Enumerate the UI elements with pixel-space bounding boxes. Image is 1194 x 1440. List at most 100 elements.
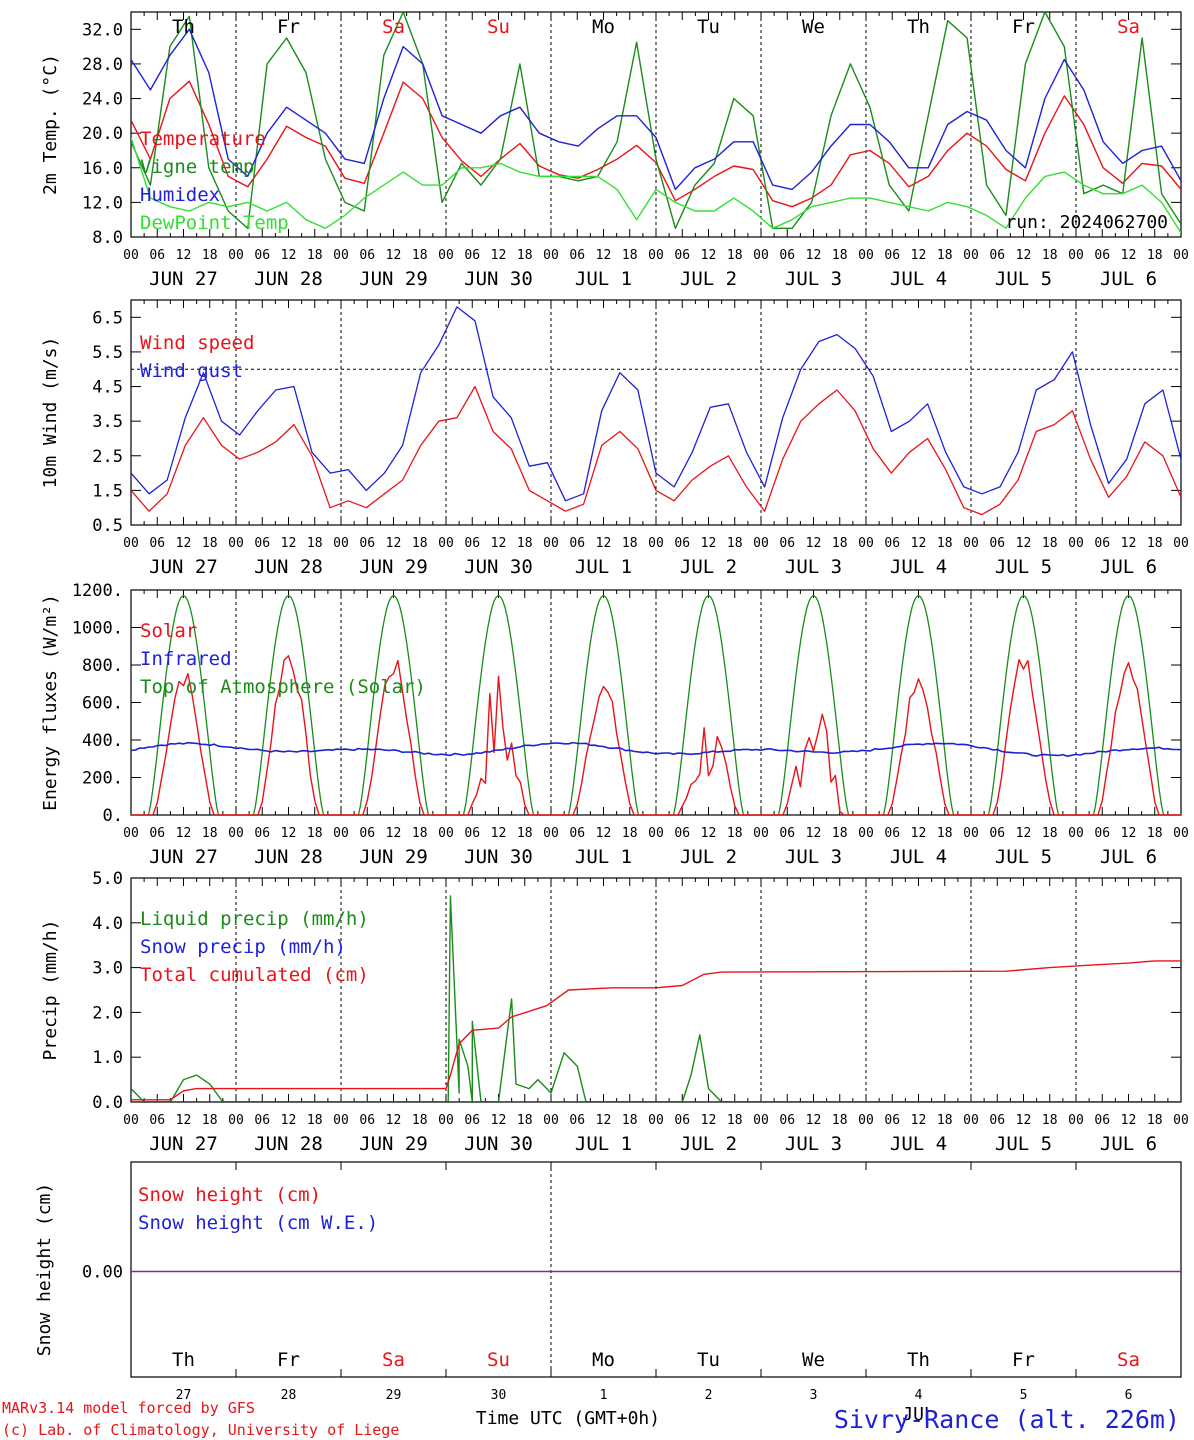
hour-tick-label: 00: [858, 826, 874, 841]
hour-tick-label: 12: [386, 536, 402, 551]
y-axis-label: Energy fluxes (W/m²): [40, 594, 61, 811]
hour-tick-label: 00: [333, 536, 349, 551]
hour-tick-label: 12: [176, 536, 192, 551]
y-tick-label: 6.5: [92, 308, 123, 328]
hour-tick-label: 00: [543, 1113, 559, 1128]
day-name: Tu: [697, 1349, 720, 1371]
date-label: JUL 5: [995, 556, 1052, 578]
date-label: JUL 4: [890, 268, 947, 290]
date-number: 3: [810, 1388, 818, 1403]
hour-tick-label: 06: [1094, 826, 1110, 841]
series-line: [131, 12, 1181, 230]
hour-tick-label: 00: [963, 1113, 979, 1128]
series-line: [131, 28, 1181, 191]
date-label: JUN 28: [254, 1133, 323, 1155]
date-label: JUL 5: [995, 268, 1052, 290]
hour-tick-label: 12: [1016, 826, 1032, 841]
hour-tick-label: 00: [648, 248, 664, 263]
y-tick-label: 800.: [82, 656, 123, 676]
hour-tick-label: 18: [727, 536, 743, 551]
hour-tick-label: 18: [307, 1113, 323, 1128]
station-label: Sivry-Rance (alt. 226m): [834, 1405, 1180, 1434]
date-number: 30: [491, 1388, 507, 1403]
hour-tick-label: 06: [359, 826, 375, 841]
date-label: JUL 5: [995, 1133, 1052, 1155]
run-annotation: run: 2024062700: [1005, 212, 1168, 233]
hour-tick-label: 06: [569, 826, 585, 841]
hour-tick-label: 12: [911, 248, 927, 263]
date-label: JUN 28: [254, 268, 323, 290]
hour-tick-label: 12: [596, 826, 612, 841]
date-label: JUL 2: [680, 846, 737, 868]
hour-tick-label: 06: [989, 826, 1005, 841]
hour-tick-label: 00: [333, 826, 349, 841]
hour-tick-label: 06: [254, 536, 270, 551]
hour-tick-label: 12: [386, 1113, 402, 1128]
y-tick-label: 2.5: [92, 447, 123, 467]
legend-entry: Snow precip (mm/h): [140, 936, 346, 958]
legend-entry: Temperature: [140, 128, 266, 150]
hour-tick-label: 12: [386, 248, 402, 263]
hour-tick-label: 06: [149, 1113, 165, 1128]
hour-tick-label: 12: [1121, 536, 1137, 551]
hour-tick-label: 00: [963, 826, 979, 841]
hour-tick-label: 18: [412, 826, 428, 841]
hour-tick-label: 12: [701, 826, 717, 841]
series-group: [131, 895, 1181, 1102]
hour-tick-label: 00: [753, 248, 769, 263]
legend-entry: Wind speed: [140, 332, 254, 354]
y-axis-label: 2m Temp. (°C): [40, 54, 61, 195]
y-tick-label: 5.5: [92, 343, 123, 363]
hour-tick-label: 06: [779, 1113, 795, 1128]
hour-tick-label: 06: [464, 826, 480, 841]
y-tick-label: 4.0: [92, 914, 123, 934]
hour-tick-label: 00: [1068, 1113, 1084, 1128]
series-line: [131, 960, 1181, 1101]
hour-tick-label: 00: [123, 536, 139, 551]
date-label: JUN 28: [254, 846, 323, 868]
date-label: JUL 1: [575, 1133, 632, 1155]
hour-tick-label: 18: [517, 826, 533, 841]
hour-tick-label: 18: [1042, 536, 1058, 551]
hour-tick-label: 18: [412, 1113, 428, 1128]
hour-tick-label: 12: [1121, 1113, 1137, 1128]
hour-tick-label: 06: [569, 536, 585, 551]
hour-tick-label: 00: [228, 248, 244, 263]
hour-tick-label: 12: [701, 536, 717, 551]
hour-tick-label: 06: [674, 248, 690, 263]
hour-tick-label: 00: [963, 536, 979, 551]
hour-tick-label: 18: [307, 826, 323, 841]
date-label: JUN 27: [149, 268, 218, 290]
day-name: Sa: [1117, 1349, 1140, 1371]
legend-entry: Vigne temp: [140, 156, 254, 178]
date-label: JUN 30: [464, 556, 533, 578]
y-tick-label: 32.0: [82, 20, 123, 40]
legend-entry: Solar: [140, 620, 197, 642]
day-name: Fr: [1012, 1349, 1035, 1371]
date-label: JUN 30: [464, 1133, 533, 1155]
date-label: JUL 6: [1100, 268, 1157, 290]
series-line: [131, 385, 1181, 516]
hour-tick-label: 06: [254, 248, 270, 263]
date-label: JUL 1: [575, 846, 632, 868]
credit-line-1: MARv3.14 model forced by GFS: [2, 1399, 255, 1417]
hour-tick-label: 18: [937, 826, 953, 841]
hour-tick-label: 12: [806, 1113, 822, 1128]
hour-tick-label: 18: [1147, 1113, 1163, 1128]
hour-tick-label: 12: [176, 248, 192, 263]
date-label: JUL 2: [680, 268, 737, 290]
y-tick-label: 1000.: [72, 619, 123, 639]
hour-tick-label: 18: [412, 536, 428, 551]
day-name: Sa: [382, 1349, 405, 1371]
hour-tick-label: 00: [543, 248, 559, 263]
date-label: JUL 1: [575, 556, 632, 578]
y-axis-label: Snow height (cm): [34, 1183, 55, 1356]
date-number: 27: [176, 1388, 192, 1403]
day-name: Th: [172, 16, 195, 38]
y-tick-label: 16.0: [82, 159, 123, 179]
date-label: JUL 5: [995, 846, 1052, 868]
hour-tick-label: 12: [1121, 826, 1137, 841]
hour-tick-label: 18: [307, 536, 323, 551]
series-group: [131, 306, 1181, 516]
hour-tick-label: 00: [543, 826, 559, 841]
